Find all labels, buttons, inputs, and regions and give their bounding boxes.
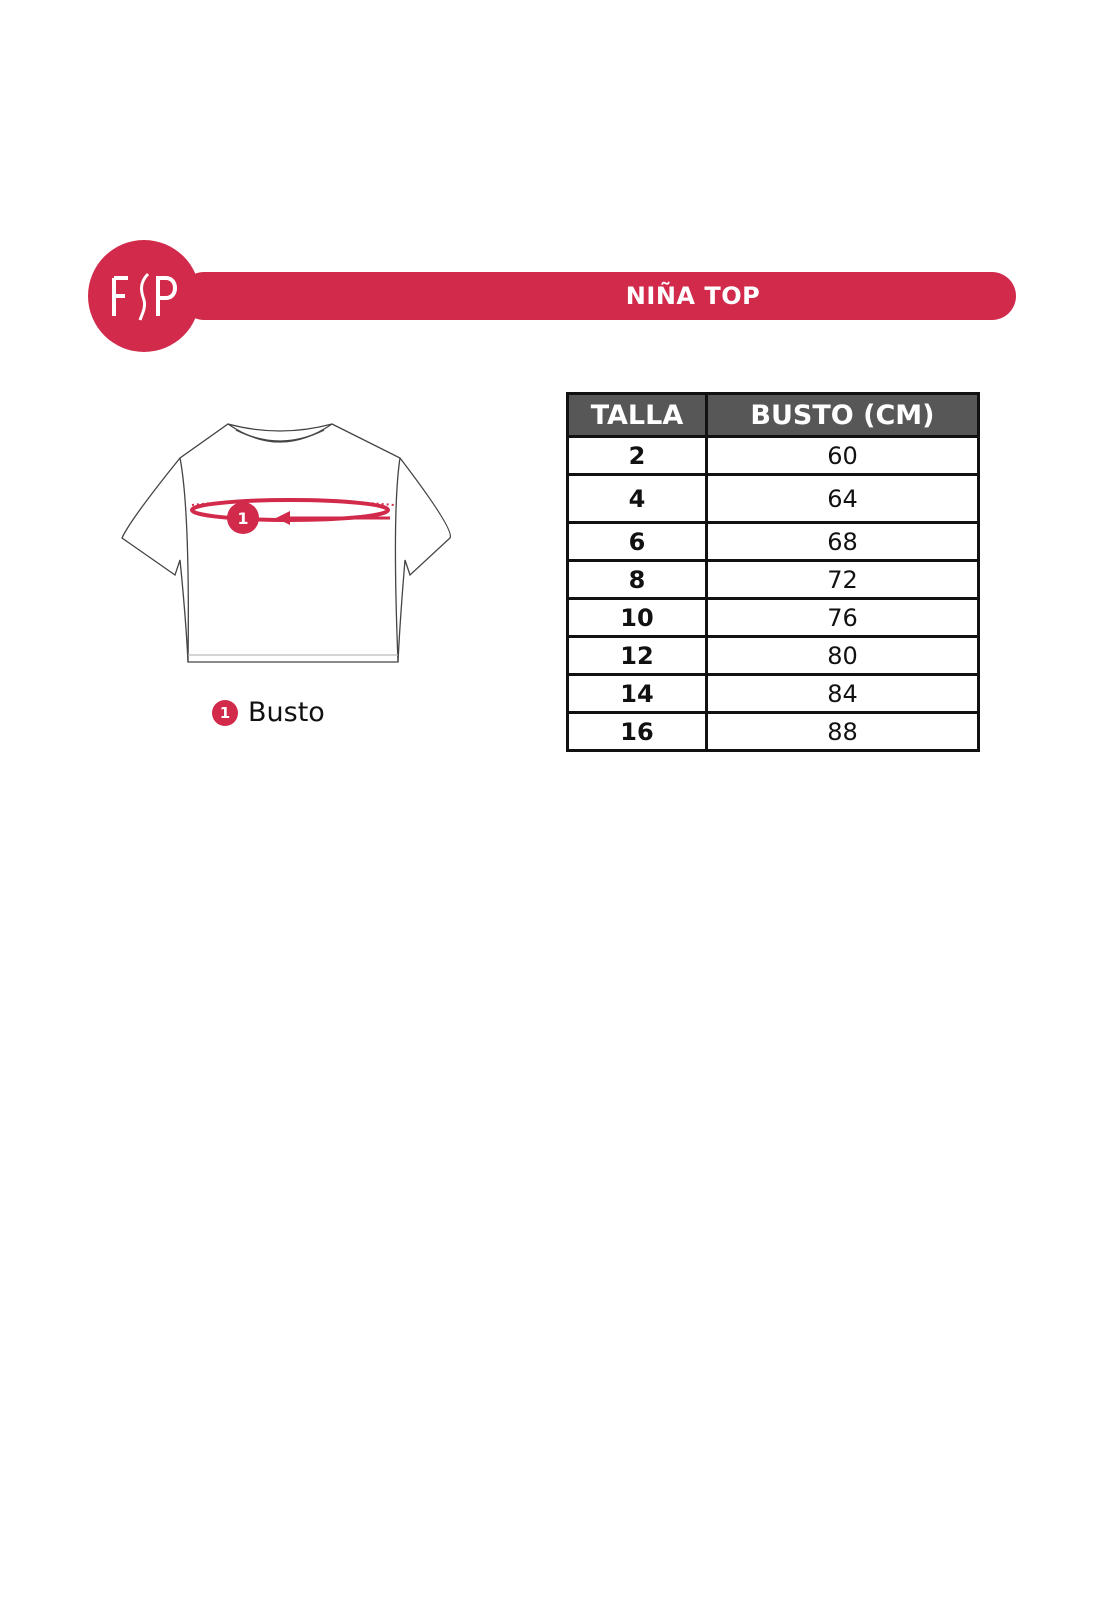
bust-cell: 64: [704, 473, 981, 524]
brand-logo: [88, 240, 200, 352]
size-cell: 10: [566, 597, 708, 638]
table-row: 4 64: [566, 473, 981, 524]
shirt-diagram: 1: [121, 423, 452, 663]
table-row: 6 68: [566, 521, 981, 562]
page-title: NIÑA TOP: [625, 282, 761, 310]
table-row: 8 72: [566, 559, 981, 600]
size-cell: 8: [566, 559, 708, 600]
size-table: TALLA BUSTO (CM) 2 60 4 64 6 68 8 72 10 76 12 80 14 8…: [566, 392, 981, 752]
table-row: 2 60: [566, 435, 981, 476]
size-cell: 6: [566, 521, 708, 562]
bust-cell: 88: [704, 711, 981, 752]
bust-cell: 80: [704, 635, 981, 676]
size-cell: 16: [566, 711, 708, 752]
table-row: 16 88: [566, 711, 981, 752]
size-cell: 2: [566, 435, 708, 476]
measure-marker: 1: [237, 509, 248, 528]
bust-cell: 72: [704, 559, 981, 600]
table-row: 10 76: [566, 597, 981, 638]
bust-cell: 60: [704, 435, 981, 476]
size-cell: 14: [566, 673, 708, 714]
legend-number: 1: [212, 699, 238, 726]
bust-cell: 76: [704, 597, 981, 638]
header-talla: TALLA: [566, 392, 708, 438]
legend-label: Busto: [248, 697, 325, 728]
header-busto: BUSTO (CM): [704, 392, 981, 438]
size-cell: 12: [566, 635, 708, 676]
size-cell: 4: [566, 473, 708, 524]
bust-cell: 84: [704, 673, 981, 714]
title-banner: NIÑA TOP: [180, 272, 1016, 320]
arrow-icon: [276, 511, 290, 525]
legend: 1 Busto: [212, 697, 325, 728]
table-row: 12 80: [566, 635, 981, 676]
bust-cell: 68: [704, 521, 981, 562]
table-row: 14 84: [566, 673, 981, 714]
